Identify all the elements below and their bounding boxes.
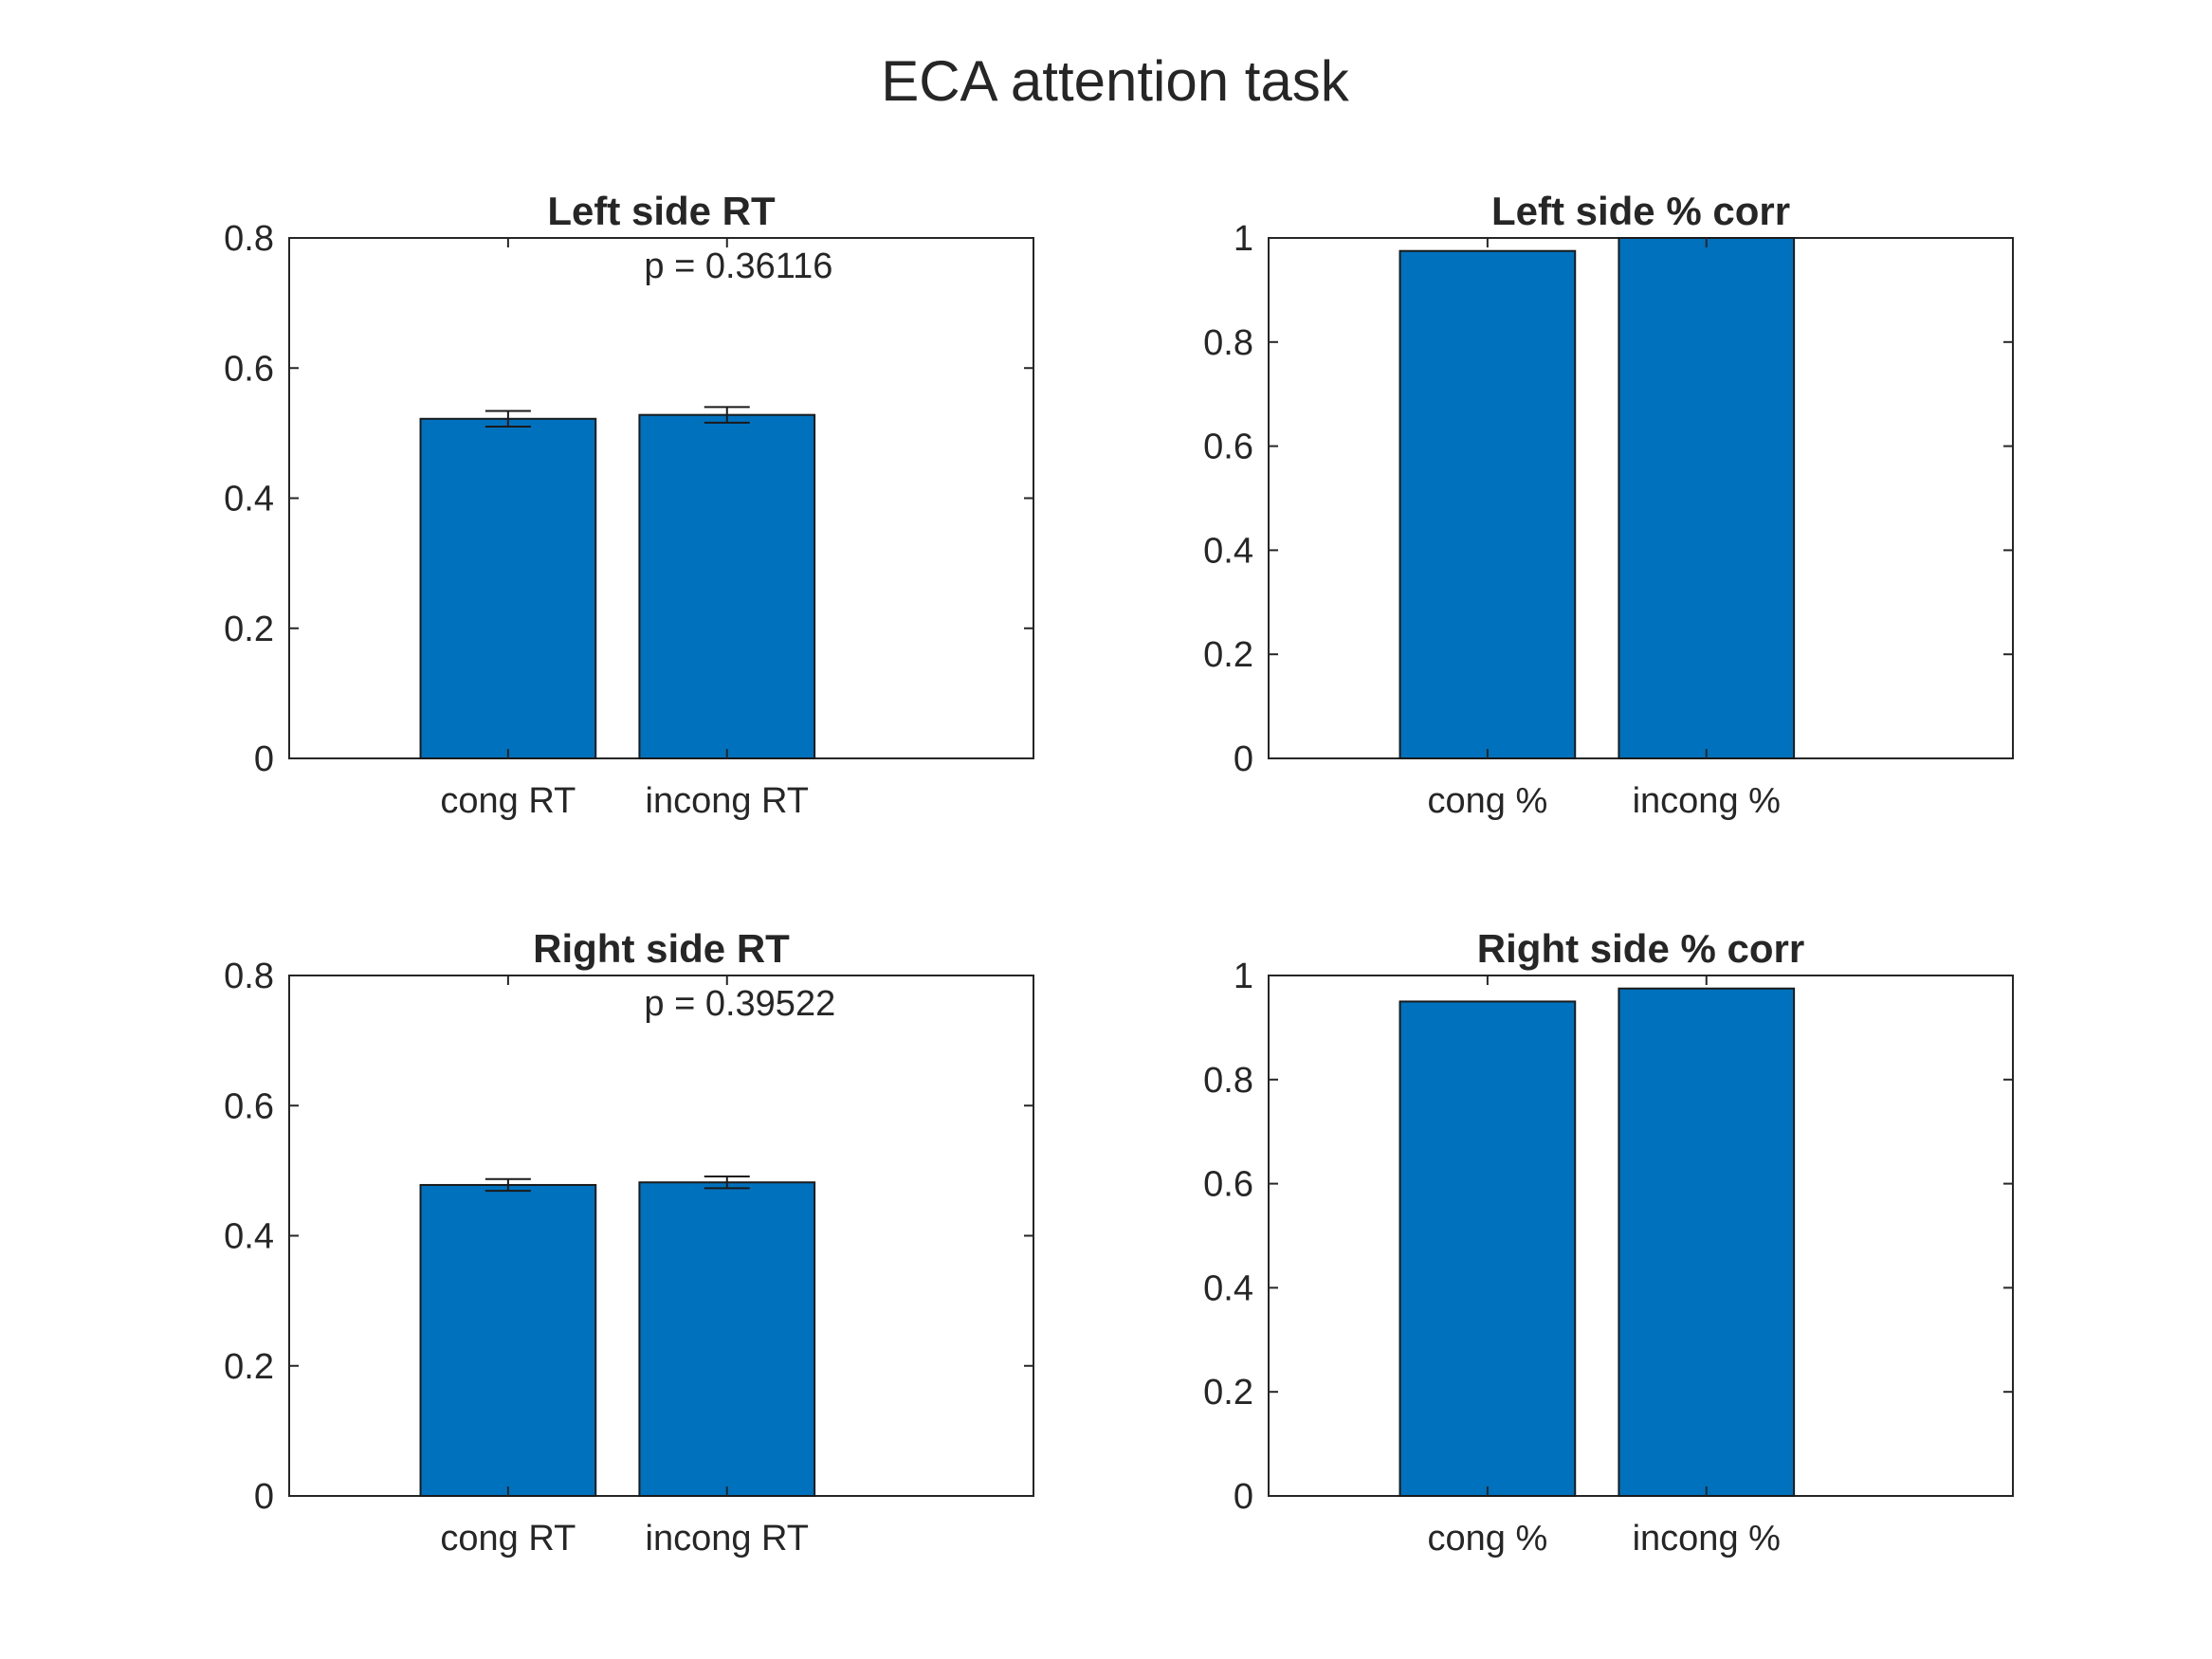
subplot-2: cong % incong % 0 0.2 0.4 0.6 0.8 1 Left side % … bbox=[1203, 189, 2014, 821]
bar-2 bbox=[1618, 987, 1796, 1497]
subplot-1: cong RT incong RT 0 0.2 0.4 0.6 0.8 Left side R… bbox=[224, 189, 1034, 821]
subplots: cong RT incong RT 0 0.2 0.4 0.6 0.8 Left side R… bbox=[224, 189, 2014, 1559]
x-tick-label: cong RT bbox=[440, 781, 576, 821]
axes-title: Left side RT bbox=[547, 189, 776, 233]
p-value-annotation: p = 0.39522 bbox=[644, 984, 835, 1024]
y-tick-label: 0.4 bbox=[224, 480, 274, 520]
x-tick-label: cong RT bbox=[440, 1519, 576, 1559]
y-tick-label: 0 bbox=[254, 739, 274, 779]
x-tick-label: incong RT bbox=[646, 1519, 810, 1559]
y-tick-label: 0.8 bbox=[224, 219, 274, 259]
bar-2 bbox=[1618, 237, 1796, 759]
y-tick-label: 0.6 bbox=[1203, 1165, 1253, 1205]
y-tick-label: 0 bbox=[1234, 1477, 1253, 1517]
x-tick-label: incong RT bbox=[646, 781, 810, 821]
y-tick-label: 1 bbox=[1234, 957, 1253, 996]
axes-title: Right side RT bbox=[533, 926, 790, 971]
x-tick-label: cong % bbox=[1428, 1519, 1548, 1559]
y-tick-label: 0.6 bbox=[224, 349, 274, 389]
y-tick-label: 0.8 bbox=[224, 957, 274, 996]
y-tick-label: 0.6 bbox=[224, 1086, 274, 1126]
y-tick-label: 0.4 bbox=[1203, 1268, 1253, 1308]
bar-1 bbox=[419, 417, 597, 759]
bar-1 bbox=[1398, 1000, 1577, 1497]
y-tick-label: 0 bbox=[254, 1477, 274, 1517]
y-tick-label: 0.2 bbox=[224, 610, 274, 649]
axes-title: Left side % corr bbox=[1491, 189, 1790, 233]
subplot-4: cong % incong % 0 0.2 0.4 0.6 0.8 1 Right side %… bbox=[1203, 926, 2014, 1559]
y-tick-label: 0.2 bbox=[1203, 1373, 1253, 1413]
bar-1 bbox=[1398, 249, 1577, 760]
bar-2 bbox=[638, 1181, 816, 1498]
x-tick-label: incong % bbox=[1633, 781, 1781, 821]
y-tick-label: 0.8 bbox=[1203, 323, 1253, 363]
p-value-annotation: p = 0.36116 bbox=[644, 246, 832, 286]
y-tick-label: 0.8 bbox=[1203, 1061, 1253, 1101]
y-tick-label: 0.2 bbox=[1203, 635, 1253, 675]
x-tick-label: cong % bbox=[1428, 781, 1548, 821]
y-tick-label: 0.4 bbox=[1203, 531, 1253, 571]
y-tick-label: 0.4 bbox=[224, 1217, 274, 1257]
subplot-3: cong RT incong RT 0 0.2 0.4 0.6 0.8 Right side … bbox=[224, 926, 1034, 1559]
figure-title: ECA attention task bbox=[881, 49, 1350, 113]
bar-1 bbox=[419, 1183, 597, 1498]
y-tick-label: 0.2 bbox=[224, 1347, 274, 1387]
bar-2 bbox=[638, 413, 816, 759]
x-tick-label: incong % bbox=[1633, 1519, 1781, 1559]
axes-title: Right side % corr bbox=[1477, 926, 1804, 971]
y-tick-label: 0.6 bbox=[1203, 428, 1253, 467]
y-tick-label: 0 bbox=[1234, 739, 1253, 779]
y-tick-label: 1 bbox=[1234, 219, 1253, 259]
